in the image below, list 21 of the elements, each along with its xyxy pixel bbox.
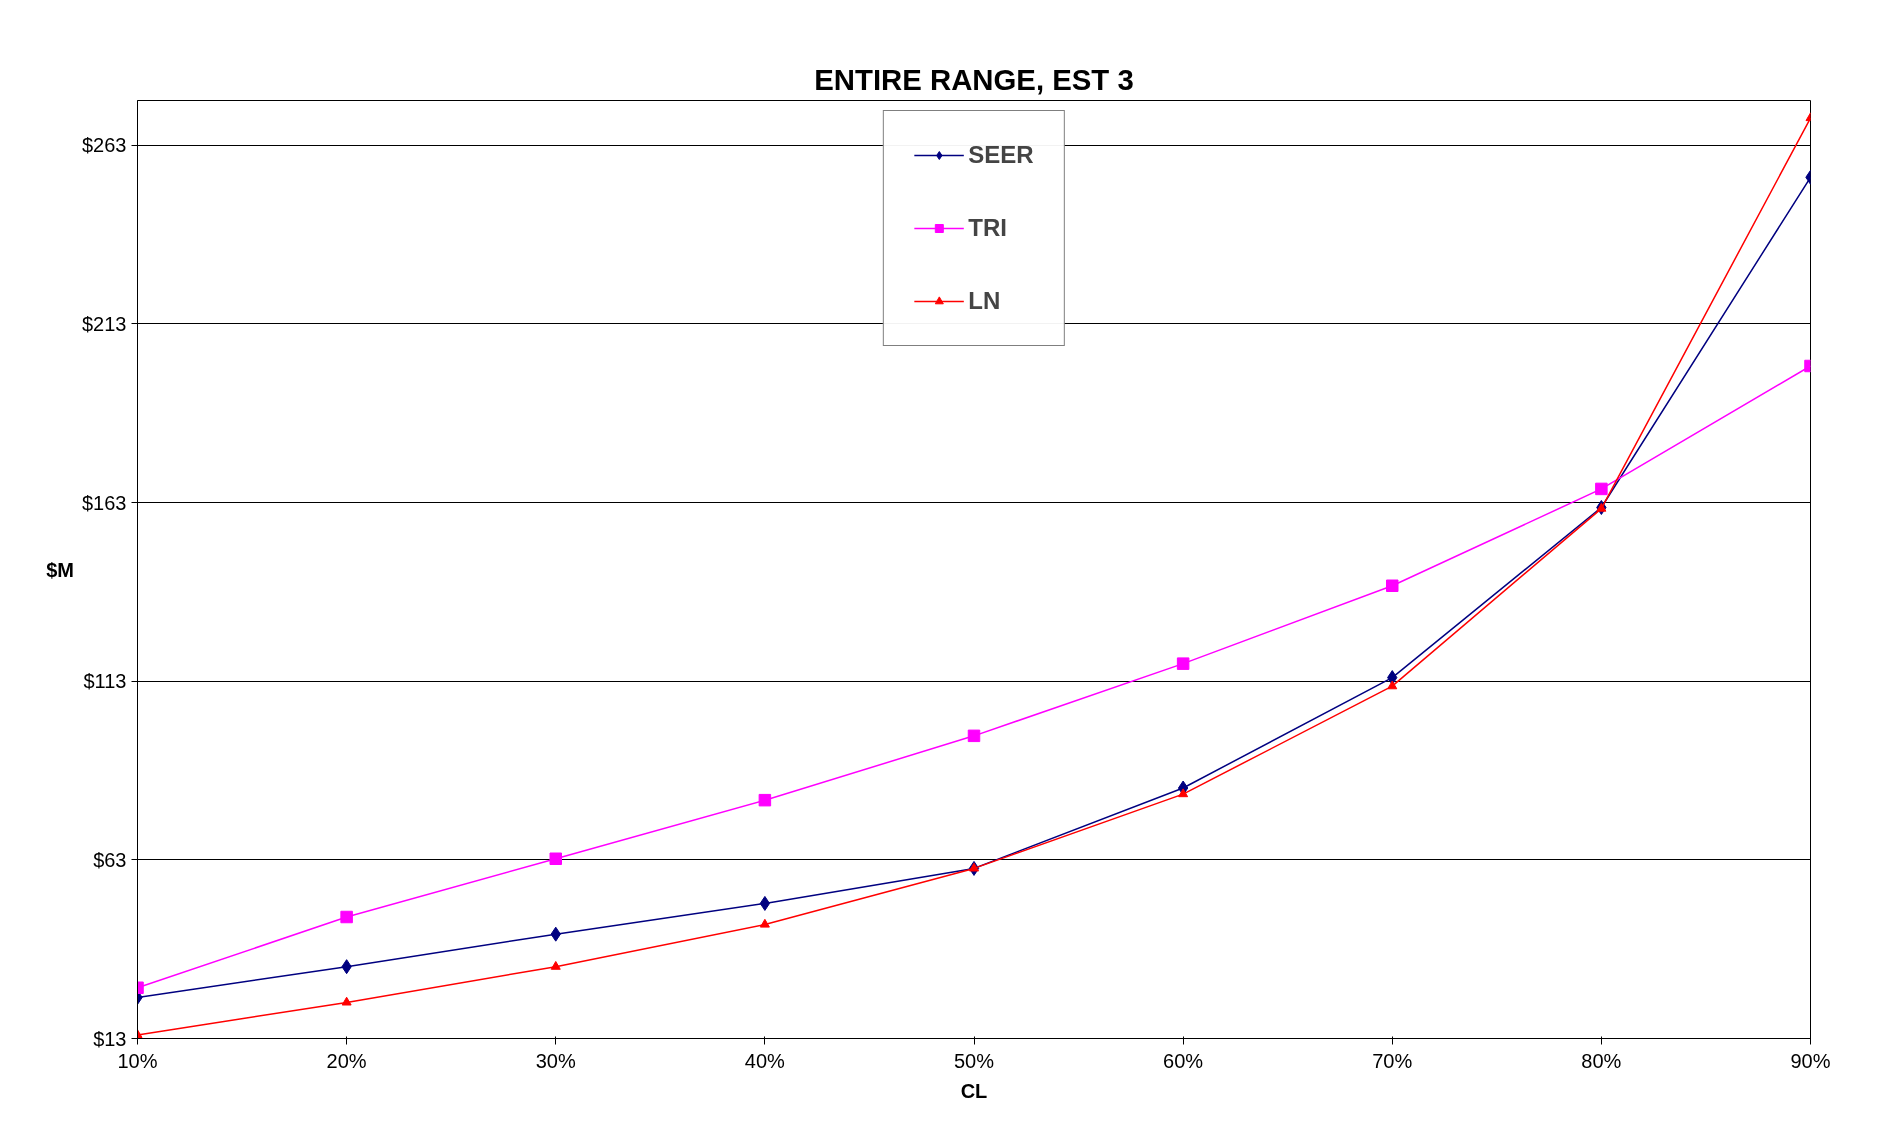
legend-label: TRI (968, 214, 1007, 242)
y-axis-title: $M (46, 558, 75, 581)
x-tick-label: 50% (953, 1049, 995, 1072)
legend-label: SEER (968, 141, 1034, 169)
x-axis-title: CL (960, 1079, 988, 1102)
y-tick-label: $163 (82, 491, 127, 514)
x-tick-label: 60% (1163, 1049, 1204, 1072)
y-tick-label: $113 (83, 670, 127, 693)
y-tick-label: $263 (82, 134, 127, 157)
x-tick-label: 40% (744, 1049, 786, 1072)
chart-title: ENTIRE RANGE, EST 3 (814, 62, 1134, 96)
legend-label: LN (968, 287, 1001, 315)
x-tick-label: 80% (1581, 1049, 1622, 1072)
y-tick-label: $63 (93, 848, 127, 871)
x-tick-label: 30% (535, 1049, 576, 1072)
y-tick-label: $13 (93, 1027, 127, 1050)
x-tick-label: 10% (117, 1049, 158, 1072)
x-tick-label: 90% (1790, 1049, 1831, 1072)
y-tick-label: $213 (82, 312, 127, 335)
x-tick-label: 70% (1372, 1049, 1413, 1072)
x-tick-label: 20% (326, 1049, 367, 1072)
